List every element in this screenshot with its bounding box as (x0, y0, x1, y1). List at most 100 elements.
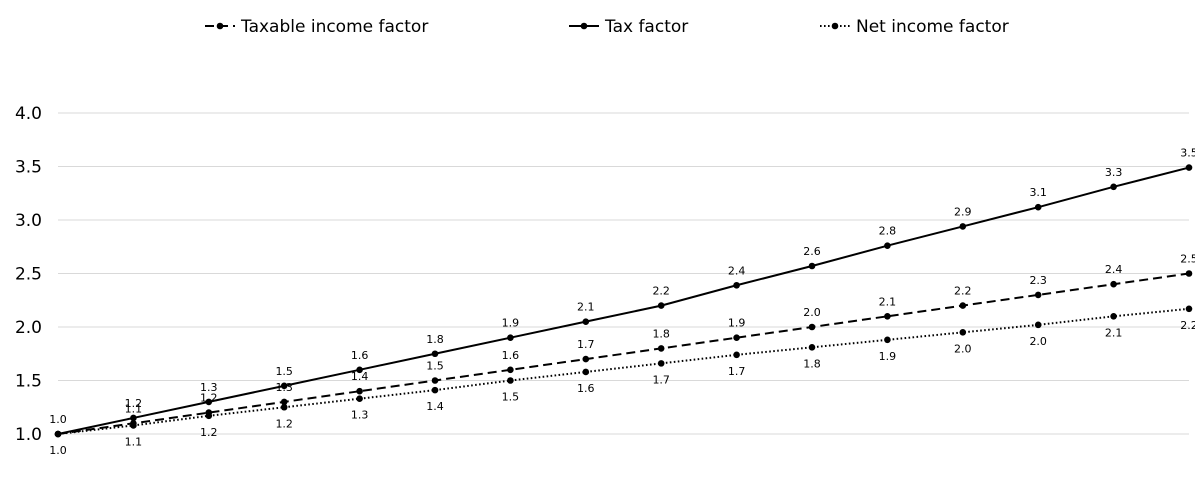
tax-factor-data-label: 3.1 (1029, 186, 1047, 199)
taxable-income-factor-data-label: 1.7 (577, 338, 595, 351)
taxable-income-factor-point (1110, 280, 1117, 288)
net-income-factor-point (1034, 321, 1042, 329)
net-income-factor-point (356, 395, 363, 402)
taxable-income-factor-data-label: 1.6 (502, 349, 520, 362)
net-income-factor-data-label: 1.4 (426, 400, 444, 413)
tax-factor-data-label: 2.6 (803, 245, 821, 258)
net-income-factor-point (808, 344, 816, 351)
taxable-income-factor-point (1034, 291, 1042, 299)
tax-factor-data-label: 3.3 (1105, 166, 1123, 179)
net-income-factor-data-label: 1.7 (652, 373, 670, 386)
net-income-factor-data-label: 1.2 (200, 426, 218, 439)
taxable-income-factor-point (884, 313, 891, 320)
tax-factor-data-label: 2.9 (954, 205, 972, 218)
net-income-factor-point (280, 403, 288, 411)
y-axis: 1.0 1.5 2.0 2.5 3.0 3.5 4.0 (15, 104, 42, 445)
net-income-factor-data-label: 1.0 (49, 444, 67, 457)
net-income-factor-line (57, 307, 1190, 435)
tax-factor-point (959, 223, 967, 230)
y-tick-label: 3.5 (15, 158, 42, 178)
net-income-factor-data-label: 1.5 (502, 391, 520, 404)
tax-factor-point (808, 262, 816, 270)
tax-factor-point (130, 414, 137, 422)
legend: Taxable income factor Tax factor Net incom… (205, 17, 1009, 37)
taxable-income-factor-data-label: 1.3 (275, 381, 293, 394)
tax-factor-data-label: 3.5 (1180, 147, 1195, 160)
net-income-factor-point (130, 422, 137, 429)
taxable-income-factor-data-label: 1.2 (200, 392, 218, 405)
net-income-factor-data-label: 2.2 (1180, 319, 1195, 332)
net-income-factor-point (582, 368, 590, 376)
taxable-income-factor-point (959, 302, 967, 309)
taxable-income-factor-data-label: 1.8 (652, 327, 670, 340)
net-income-factor-data-label: 1.8 (803, 357, 821, 370)
net-income-factor-data-label: 1.2 (275, 417, 293, 430)
tax-factor-data-label: 2.2 (652, 285, 670, 298)
tax-factor-point (356, 366, 363, 374)
tax-factor-point (431, 350, 439, 358)
legend-item-taxable-income-factor: Taxable income factor (205, 17, 428, 37)
legend-marker (580, 22, 588, 30)
legend-marker (216, 22, 224, 30)
taxable-income-factor-point (507, 366, 514, 374)
taxable-income-factor-data-label: 1.5 (426, 360, 444, 373)
taxable-income-factor-point (1185, 270, 1193, 277)
tax-factor-point (733, 281, 740, 289)
net-income-factor-data-label: 1.3 (351, 409, 369, 422)
tax-factor-data-label: 1.3 (200, 381, 218, 394)
y-tick-label: 1.0 (15, 425, 42, 445)
data-labels: 1.11.21.31.41.51.61.71.81.92.02.12.22.32… (49, 147, 1195, 457)
taxable-income-factor-point (657, 345, 665, 352)
taxable-income-factor-data-label: 1.1 (125, 402, 143, 415)
tax-factor-point (507, 334, 514, 342)
tax-factor-point (657, 302, 665, 309)
taxable-income-factor-line (57, 272, 1190, 435)
net-income-factor-point (733, 351, 740, 359)
y-tick-label: 4.0 (15, 104, 42, 124)
tax-factor-data-label: 2.4 (728, 264, 746, 277)
tax-factor-point (205, 398, 213, 406)
y-tick-label: 3.0 (15, 211, 42, 231)
legend-marker (831, 22, 839, 30)
series-lines (54, 164, 1193, 438)
tax-factor-data-label: 1.0 (49, 413, 67, 426)
taxable-income-factor-data-label: 2.4 (1105, 263, 1123, 276)
tax-factor-point (280, 382, 288, 390)
net-income-factor-point (54, 430, 62, 438)
taxable-income-factor-point (280, 398, 288, 406)
taxable-income-factor-data-label: 2.1 (879, 295, 897, 308)
net-income-factor-point (959, 329, 967, 336)
y-tick-label: 2.5 (15, 265, 42, 285)
tax-factor-data-label: 1.6 (351, 349, 369, 362)
net-income-factor-data-label: 1.9 (879, 350, 897, 363)
taxable-income-factor-point (431, 377, 439, 384)
taxable-income-factor-point (582, 355, 590, 363)
legend-label: Tax factor (604, 17, 688, 37)
net-income-factor-data-label: 1.1 (125, 435, 143, 448)
net-income-factor-point (205, 412, 213, 420)
tax-factor-data-label: 1.8 (426, 333, 444, 346)
net-income-factor-data-label: 2.0 (954, 342, 972, 355)
tax-factor-data-label: 1.9 (502, 317, 520, 330)
net-income-factor-point (1185, 305, 1193, 313)
net-income-factor-data-label: 1.6 (577, 382, 595, 395)
legend-label: Net income factor (856, 17, 1009, 37)
net-income-factor-point (884, 336, 891, 344)
net-income-factor-data-label: 2.0 (1029, 335, 1047, 348)
gridlines (58, 112, 1189, 435)
taxable-income-factor-point (356, 387, 363, 395)
net-income-factor-point (507, 377, 514, 384)
taxable-income-factor-point (733, 334, 740, 342)
tax-factor-line (57, 166, 1190, 435)
net-income-factor-point (1110, 313, 1117, 320)
taxable-income-factor-data-label: 2.5 (1180, 253, 1195, 266)
tax-factor-point (582, 318, 590, 325)
tax-factor-data-label: 1.5 (275, 365, 293, 378)
tax-factor-point (884, 242, 891, 249)
y-tick-label: 1.5 (15, 372, 42, 392)
tax-factor-point (1034, 203, 1042, 211)
legend-label: Taxable income factor (240, 17, 428, 37)
net-income-factor-data-label: 2.1 (1105, 326, 1123, 339)
tax-factor-data-label: 2.1 (577, 301, 595, 314)
